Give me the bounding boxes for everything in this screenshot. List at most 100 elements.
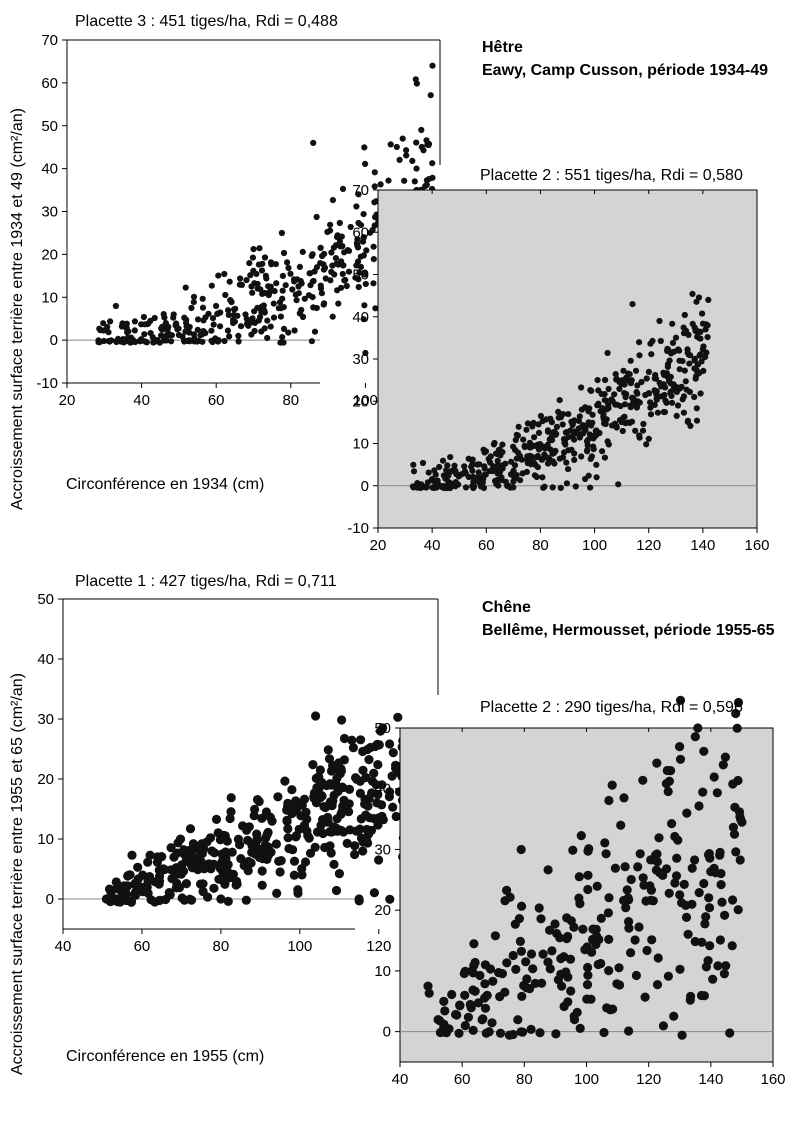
data-point bbox=[374, 855, 384, 865]
data-point bbox=[542, 453, 549, 460]
data-point bbox=[641, 896, 651, 906]
data-point bbox=[241, 895, 251, 905]
data-point bbox=[434, 477, 441, 484]
data-point bbox=[733, 905, 743, 915]
y-tick-label: 30 bbox=[37, 711, 54, 728]
data-point bbox=[604, 893, 614, 903]
data-point bbox=[326, 848, 336, 858]
data-point bbox=[658, 393, 665, 400]
data-point bbox=[502, 885, 512, 896]
data-point bbox=[317, 260, 324, 267]
data-point bbox=[549, 458, 556, 465]
data-point bbox=[693, 298, 700, 305]
data-point bbox=[563, 997, 573, 1007]
data-point bbox=[538, 949, 548, 959]
data-point bbox=[336, 219, 343, 227]
data-point bbox=[458, 471, 465, 478]
data-point bbox=[593, 959, 603, 970]
data-point bbox=[648, 351, 655, 358]
data-point bbox=[460, 1021, 470, 1031]
data-point bbox=[360, 252, 367, 259]
data-point bbox=[693, 417, 701, 424]
data-point bbox=[557, 414, 565, 421]
data-point bbox=[361, 271, 368, 278]
data-point bbox=[584, 844, 594, 854]
data-point bbox=[708, 974, 718, 984]
data-point bbox=[96, 338, 103, 345]
data-point bbox=[604, 349, 611, 357]
data-point bbox=[293, 888, 303, 898]
data-point bbox=[132, 338, 139, 346]
data-point bbox=[197, 332, 204, 339]
data-point bbox=[199, 864, 209, 874]
data-point bbox=[651, 865, 662, 875]
data-point bbox=[534, 452, 541, 460]
x-tick-label: 60 bbox=[208, 392, 225, 409]
data-point bbox=[432, 482, 439, 489]
x-tick-label: 120 bbox=[366, 938, 391, 955]
data-point bbox=[629, 301, 636, 308]
data-point bbox=[222, 291, 229, 299]
data-point bbox=[226, 333, 233, 340]
data-point bbox=[578, 924, 588, 934]
data-point bbox=[683, 929, 693, 939]
chart-panel-chene-placette-1: 0 10 20 30 40 50 40 60 80 100 120 Placette 1 : 427… bbox=[37, 573, 439, 955]
x-tick-label: 100 bbox=[287, 938, 312, 955]
data-point bbox=[161, 314, 168, 321]
data-point bbox=[663, 971, 674, 981]
data-point bbox=[213, 302, 220, 310]
data-point bbox=[280, 325, 288, 332]
data-point bbox=[623, 893, 633, 903]
data-point bbox=[112, 302, 119, 310]
data-point bbox=[332, 814, 342, 824]
data-point bbox=[222, 866, 232, 876]
data-point bbox=[215, 337, 222, 344]
data-point bbox=[517, 901, 527, 911]
data-point bbox=[280, 249, 288, 257]
data-point bbox=[132, 884, 142, 895]
data-point bbox=[627, 380, 635, 387]
data-point bbox=[238, 281, 245, 288]
data-point bbox=[285, 264, 292, 272]
data-point bbox=[133, 862, 143, 872]
data-point bbox=[621, 903, 631, 913]
data-point bbox=[586, 994, 596, 1004]
y-tick-label: -10 bbox=[347, 520, 369, 537]
data-point bbox=[297, 864, 307, 874]
data-point bbox=[216, 894, 226, 904]
data-point bbox=[596, 913, 606, 924]
data-point bbox=[235, 332, 242, 339]
data-point bbox=[320, 301, 327, 308]
data-point bbox=[632, 427, 639, 434]
data-point bbox=[720, 752, 731, 762]
data-point bbox=[202, 330, 209, 337]
data-point bbox=[680, 393, 688, 400]
data-point bbox=[158, 325, 165, 332]
data-point bbox=[432, 471, 439, 478]
data-point bbox=[623, 391, 630, 398]
data-point bbox=[385, 177, 392, 184]
data-point bbox=[328, 796, 338, 806]
data-point bbox=[626, 948, 636, 958]
data-point bbox=[256, 245, 263, 252]
data-point bbox=[639, 880, 649, 890]
data-point bbox=[360, 211, 367, 218]
data-point bbox=[324, 754, 335, 764]
data-point bbox=[334, 869, 344, 879]
data-point bbox=[440, 1006, 450, 1016]
data-point bbox=[469, 483, 476, 490]
data-point bbox=[657, 337, 664, 345]
data-point bbox=[705, 853, 715, 863]
y-tick-label: 70 bbox=[41, 32, 58, 49]
data-point bbox=[182, 328, 189, 335]
data-point bbox=[643, 375, 650, 382]
data-point bbox=[299, 794, 310, 804]
data-point bbox=[333, 260, 340, 267]
data-point bbox=[601, 397, 608, 404]
data-point bbox=[364, 755, 374, 765]
data-point bbox=[352, 274, 359, 281]
data-point bbox=[283, 833, 293, 843]
data-point bbox=[369, 888, 379, 898]
data-point bbox=[357, 222, 365, 229]
data-point bbox=[147, 317, 154, 324]
